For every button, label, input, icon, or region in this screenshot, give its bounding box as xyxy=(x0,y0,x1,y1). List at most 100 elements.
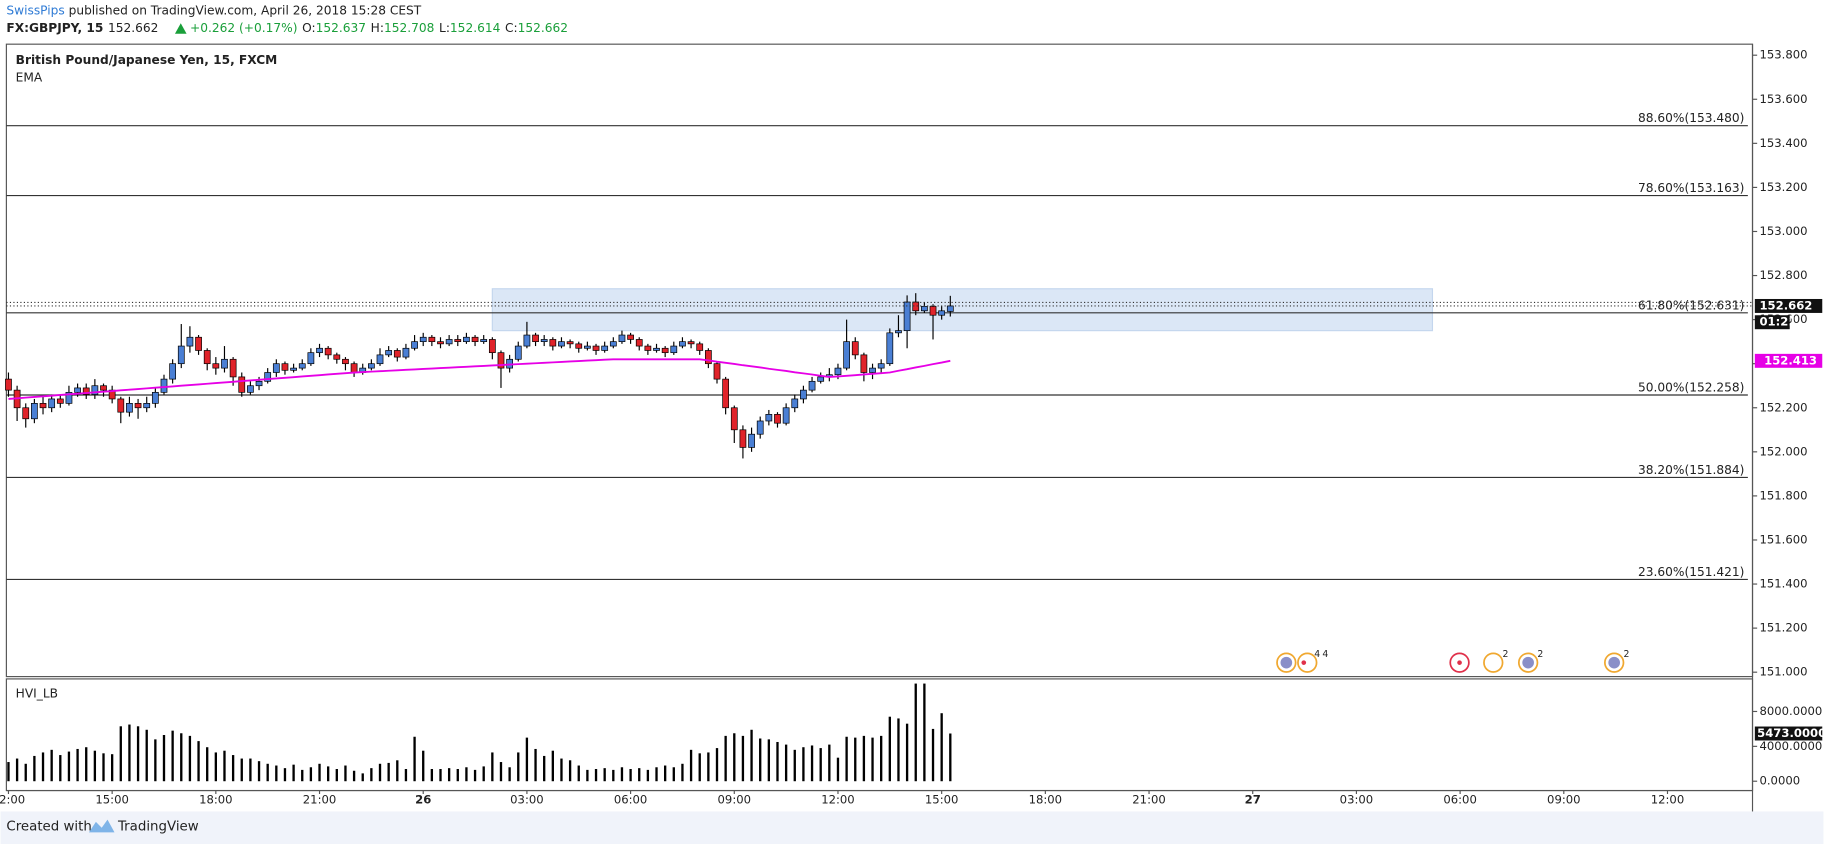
volume-bar xyxy=(344,765,347,782)
volume-bar xyxy=(309,767,313,782)
volume-title: HVI_LB xyxy=(16,687,58,701)
candle-body xyxy=(402,347,410,358)
volume-bar xyxy=(525,737,529,782)
y-tick-label: 153.800 xyxy=(1759,48,1807,62)
candle-body xyxy=(877,363,885,369)
event-label: 4 xyxy=(1314,649,1320,660)
candle-body xyxy=(800,389,807,400)
event-icon[interactable] xyxy=(1483,652,1504,673)
fib-label: 78.60%(153.163) xyxy=(1638,181,1744,195)
volume-bar xyxy=(102,753,105,782)
candle-body xyxy=(938,310,946,316)
volume-bar xyxy=(603,768,606,782)
volume-bar xyxy=(741,735,745,782)
candle-body xyxy=(221,358,228,369)
x-tick-label: 09:00 xyxy=(1547,792,1580,806)
volume-tick-label: 0.0000 xyxy=(1759,774,1800,788)
open: 152.637 xyxy=(316,20,366,34)
x-tick-label: 21:00 xyxy=(1132,792,1165,806)
low: 152.614 xyxy=(450,20,501,34)
fib-label: 23.60%(151.421) xyxy=(1638,565,1744,579)
event-dot xyxy=(1301,660,1307,665)
candle-body xyxy=(921,306,928,312)
event-icon[interactable] xyxy=(1297,652,1318,673)
volume-bar xyxy=(335,769,338,782)
candle-body xyxy=(229,358,237,378)
candle-body xyxy=(886,332,894,365)
candle-body xyxy=(56,398,64,404)
candle-body xyxy=(376,354,384,365)
candle-body xyxy=(203,350,211,365)
author[interactable]: SwissPips xyxy=(6,3,64,17)
candle-body xyxy=(264,372,272,382)
candle-body xyxy=(575,343,583,349)
volume-bar xyxy=(119,726,122,782)
candle-body xyxy=(169,363,177,380)
volume-bar xyxy=(491,752,494,782)
volume-bar xyxy=(162,735,166,782)
event-label: 2 xyxy=(1623,649,1629,660)
candle-body xyxy=(713,363,721,380)
volume-bar xyxy=(862,735,866,782)
candle-body xyxy=(39,403,47,409)
x-tick-label: 18:00 xyxy=(199,792,232,806)
candle-body xyxy=(869,367,876,373)
volume-bar xyxy=(231,755,235,782)
event-dot xyxy=(1457,660,1462,665)
candle-body xyxy=(74,387,81,393)
candle-body xyxy=(843,341,850,369)
candle-body xyxy=(212,363,220,369)
candle-body xyxy=(722,378,730,409)
pane-title: British Pound/Japanese Yen, 15, FXCM xyxy=(16,53,278,67)
volume-bar xyxy=(551,750,554,782)
candle-body xyxy=(488,339,496,354)
candle-body xyxy=(100,385,107,391)
volume-bar xyxy=(422,750,425,782)
volume-bar xyxy=(240,758,243,782)
brand[interactable]: TradingView xyxy=(117,820,199,835)
volume-bar xyxy=(499,762,503,782)
candle-body xyxy=(5,378,12,391)
candle-body xyxy=(661,347,669,354)
candle-body xyxy=(679,341,686,347)
volume-bar xyxy=(188,735,192,782)
volume-bar xyxy=(793,749,796,782)
event-icon[interactable] xyxy=(1517,652,1539,673)
volume-bar xyxy=(361,773,364,782)
candle-body xyxy=(411,341,418,349)
volume-bar xyxy=(568,760,572,782)
main-layer: 151.000 151.200 151.400 151.600 151.800 152.0… xyxy=(0,48,1824,807)
y-tick-label: 153.000 xyxy=(1759,224,1807,238)
candle-body xyxy=(480,339,488,343)
event-icon[interactable] xyxy=(1449,652,1470,673)
event-label: 2 xyxy=(1537,649,1543,660)
candle-body xyxy=(342,358,349,365)
candle-body xyxy=(696,343,704,351)
brand-logo xyxy=(88,819,115,833)
volume-badge-text: 5473.0000 xyxy=(1757,726,1824,740)
candle-body xyxy=(523,334,531,347)
low-label: L: xyxy=(439,20,450,34)
volume-bar xyxy=(214,752,218,782)
candle-body xyxy=(445,339,453,345)
candle-body xyxy=(91,385,99,395)
event-icon[interactable] xyxy=(1276,652,1297,673)
event-flag xyxy=(1608,656,1620,669)
volume-bar xyxy=(707,752,710,782)
candle-body xyxy=(454,339,462,343)
candle-body xyxy=(143,403,151,409)
event-icon[interactable] xyxy=(1603,652,1625,673)
volume-bar xyxy=(646,769,650,782)
y-tick-label: 153.200 xyxy=(1759,180,1807,194)
countdown-badge xyxy=(1754,315,1790,330)
fib-label: 50.00%(152.258) xyxy=(1638,381,1744,395)
x-tick-label: 12:00 xyxy=(821,792,854,806)
volume-bar xyxy=(802,747,805,782)
event-flag xyxy=(1522,656,1534,669)
volume-bar xyxy=(50,749,53,782)
volume-bar xyxy=(180,733,183,782)
volume-bar xyxy=(352,770,356,782)
candle-body xyxy=(644,345,652,351)
open-label: O: xyxy=(302,20,315,34)
legend-entry[interactable]: EMA xyxy=(16,70,43,84)
